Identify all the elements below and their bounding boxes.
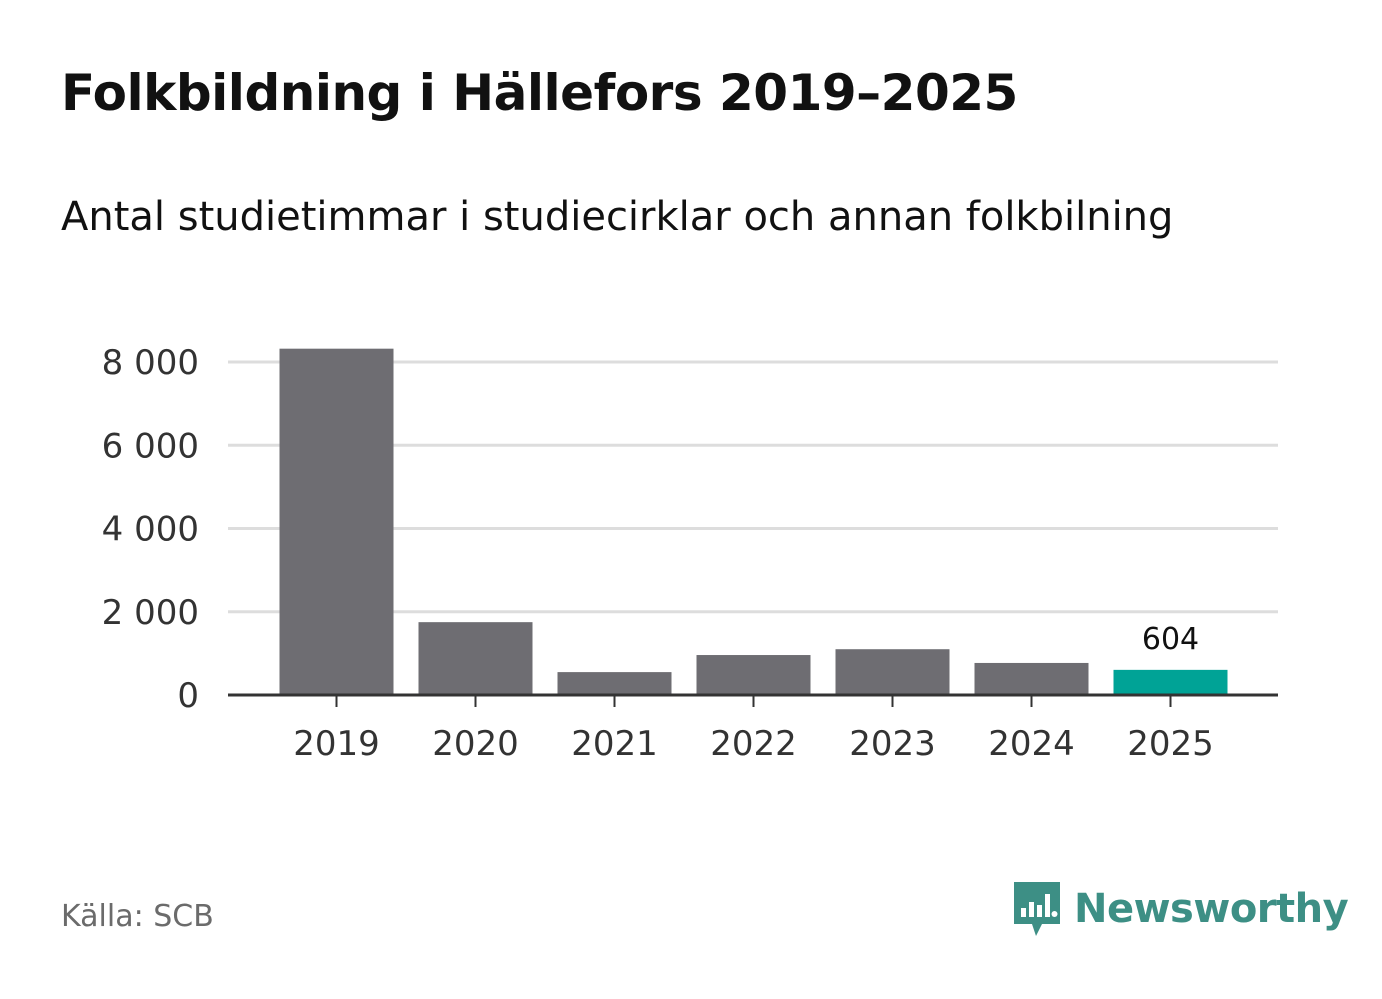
y-tick-label: 8 000 — [102, 343, 199, 383]
y-tick-label: 2 000 — [102, 593, 199, 633]
x-tick-label: 2025 — [1127, 724, 1214, 764]
bar-2020 — [418, 622, 533, 695]
bar-2023 — [835, 649, 950, 695]
y-tick-label: 4 000 — [102, 510, 199, 550]
newsworthy-logo-icon — [1014, 882, 1060, 936]
bars — [279, 348, 1228, 695]
x-tick-label: 2023 — [849, 724, 936, 764]
bar-2021 — [557, 672, 672, 695]
x-tick-label: 2024 — [988, 724, 1075, 764]
x-tick-label: 2019 — [293, 724, 380, 764]
gridlines — [228, 360, 1278, 614]
brand-name: Newsworthy — [1074, 886, 1349, 932]
bar-2024 — [974, 662, 1089, 695]
source-note: Källa: SCB — [61, 899, 214, 934]
bar-2019 — [279, 348, 394, 695]
x-tick-label: 2022 — [710, 724, 797, 764]
bar-2022 — [696, 655, 811, 695]
brand-logo: Newsworthy — [1012, 880, 1349, 938]
x-tick-label: 2020 — [432, 724, 519, 764]
chart-title: Folkbildning i Hällefors 2019–2025 — [61, 64, 1018, 122]
bar-2025 — [1113, 669, 1228, 695]
y-tick-label: 6 000 — [102, 426, 199, 466]
labels: 0 2 000 4 000 6 000 8 000 2019 2020 2021 2022 202… — [102, 343, 1214, 764]
axes — [228, 693, 1278, 707]
y-tick-label: 0 — [177, 676, 199, 716]
chart-subtitle: Antal studietimmar i studiecirklar och a… — [61, 194, 1174, 240]
data-label: 604 — [1142, 622, 1199, 657]
x-tick-label: 2021 — [571, 724, 658, 764]
